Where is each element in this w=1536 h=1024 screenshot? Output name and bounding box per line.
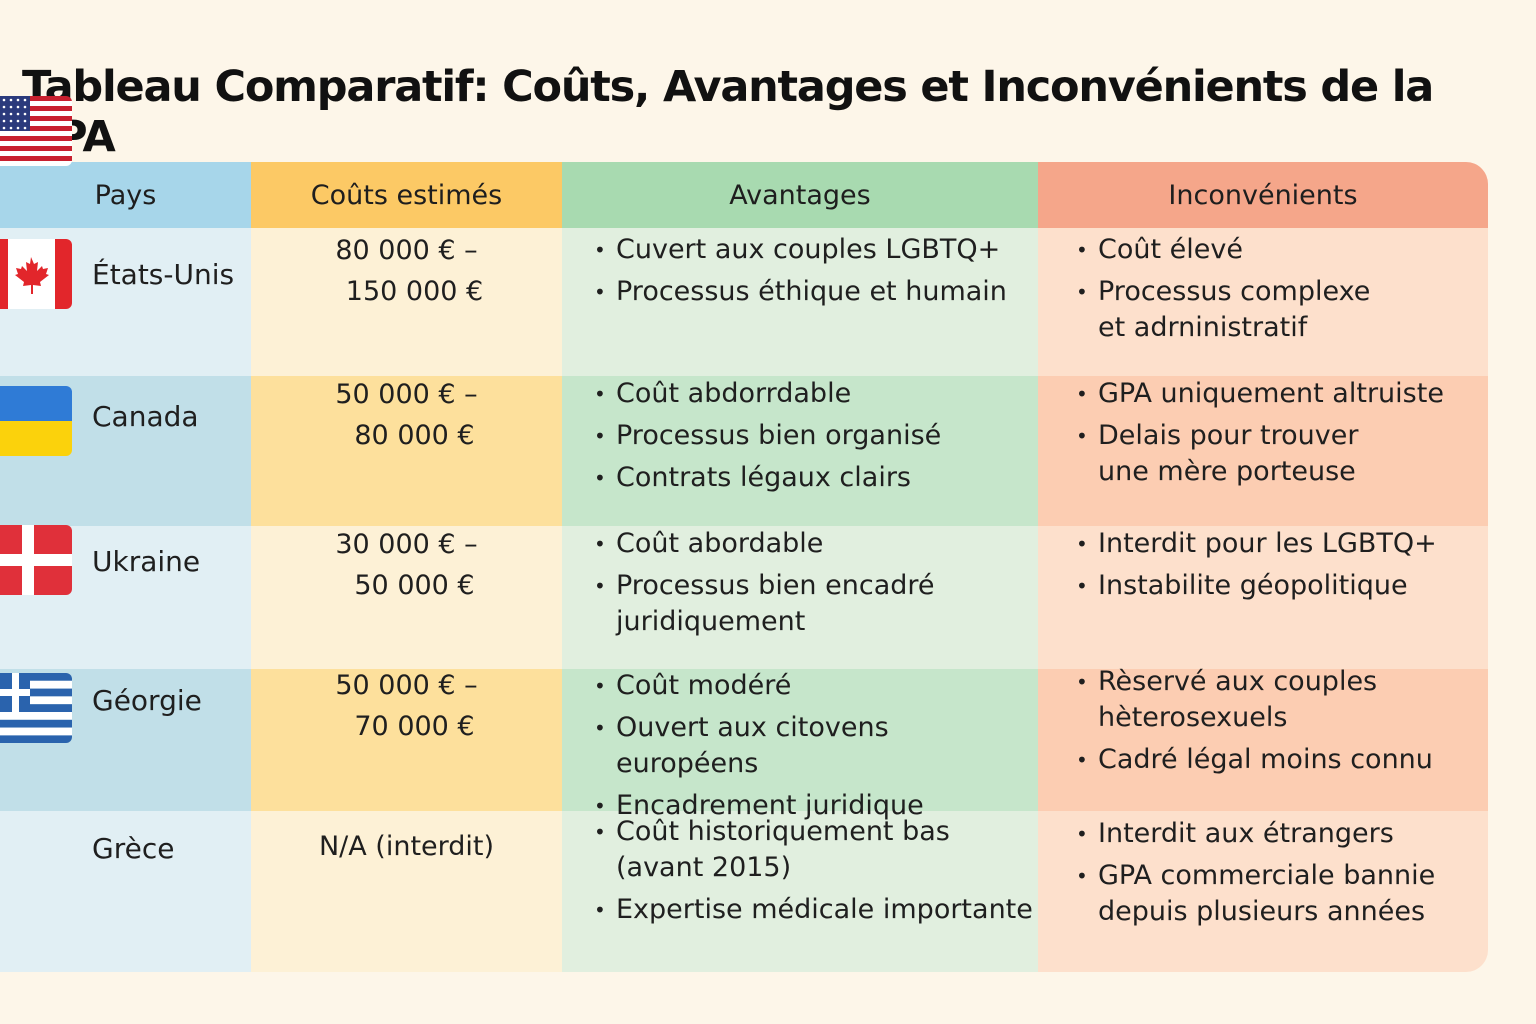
cost-range: N/A (interdit) [251,826,562,867]
row-grece-pays-cell [0,811,251,972]
avantages-list: Coût abdorrdable Processus bien organisé C… [592,376,1038,502]
cost-range: 80 000 € – 150 000 € [251,230,562,312]
avantage-item: Processus bien encadré juridiquement [592,568,1038,640]
header-couts: Coûts estimés [251,162,562,228]
inconvenient-item: Coût élevé [1074,232,1488,268]
avantage-item: Processus éthique et humain [592,274,1038,310]
cost-range: 30 000 € – 50 000 € [251,524,562,606]
cost-line: 80 000 € [354,420,475,451]
usa-flag-icon [0,96,72,166]
country-name: Géorgie [92,684,202,717]
header-pays-label: Pays [94,179,157,211]
page-title: Tableau Comparatif: Coûts, Avantages et … [22,62,1434,162]
cost-line: 50 000 € – [335,670,478,701]
inconvenients-list: GPA uniquement altruiste Delais pour trou… [1074,376,1488,496]
cost-line: 50 000 € [354,570,475,601]
inconvenient-item: Interdit pour les LGBTQ+ [1074,526,1488,562]
canada-flag-icon [0,239,72,309]
country-name: États-Unis [92,258,235,291]
ukraine-flag-icon [0,386,72,456]
inconvenient-item: Instabilite géopolitique [1074,568,1488,604]
avantages-list: Coût historiquement bas (avant 2015) Expe… [592,814,1038,934]
cost-line: N/A (interdit) [318,831,495,862]
avantage-item: Ouvert aux citovens européens [592,710,1038,782]
greece-flag-icon [0,673,72,743]
avantage-item: Cuvert aux couples LGBTQ+ [592,232,1038,268]
header-pays: Pays [0,162,251,228]
avantage-item: Processus bien organisé [592,418,1038,454]
inconvenients-list: Rèservé aux couples hèterosexuels Cadré l… [1074,664,1488,784]
row-canada-couts-cell [251,376,562,526]
georgia-flag-icon [0,525,72,595]
inconvenients-list: Coût élevé Processus complexe et adrninis… [1074,232,1488,352]
row-grece-couts-cell [251,811,562,972]
header-couts-label: Coûts estimés [310,179,503,211]
cost-line: 70 000 € [354,711,475,742]
inconvenient-item: Rèservé aux couples hèterosexuels [1074,664,1488,736]
country-name: Grèce [92,832,175,865]
avantage-item: Coût modéré [592,668,1038,704]
avantage-item: Expertise médicale importante [592,892,1038,928]
row-georgie-couts-cell [251,669,562,811]
avantages-list: Coût modéré Ouvert aux citovens européens… [592,668,1038,830]
header-inconvenients-label: Inconvénients [1168,179,1358,211]
header-inconvenients: Inconvénients [1038,162,1488,228]
avantage-item: Contrats légaux clairs [592,460,1038,496]
inconvenient-item: Processus complexe et adrninistratif [1074,274,1488,346]
header-avantages-label: Avantages [729,179,871,211]
inconvenients-list: Interdit aux étrangers GPA commerciale ba… [1074,816,1488,936]
inconvenient-item: GPA uniquement altruiste [1074,376,1488,412]
cost-range: 50 000 € – 80 000 € [251,374,562,456]
inconvenient-item: Delais pour trouver une mère porteuse [1074,418,1488,490]
row-etats-unis-couts-cell [251,228,562,376]
cost-line: 30 000 € – [335,529,478,560]
header-avantages: Avantages [562,162,1038,228]
inconvenient-item: Cadré légal moins connu [1074,742,1488,778]
cost-line: 150 000 € [345,276,484,307]
inconvenients-list: Interdit pour les LGBTQ+ Instabilite géop… [1074,526,1488,610]
avantages-list: Coût abordable Processus bien encadré jur… [592,526,1038,646]
inconvenient-item: GPA commerciale bannie depuis plusieurs … [1074,858,1488,930]
country-name: Canada [92,400,199,433]
avantage-item: Coût abdorrdable [592,376,1038,412]
cost-line: 80 000 € – [335,235,478,266]
cost-range: 50 000 € – 70 000 € [251,665,562,747]
avantage-item: Coût historiquement bas (avant 2015) [592,814,1038,886]
row-ukraine-couts-cell [251,526,562,669]
avantages-list: Cuvert aux couples LGBTQ+ Processus éthiq… [592,232,1038,316]
country-name: Ukraine [92,545,201,578]
inconvenient-item: Interdit aux étrangers [1074,816,1488,852]
avantage-item: Coût abordable [592,526,1038,562]
cost-line: 50 000 € – [335,379,478,410]
